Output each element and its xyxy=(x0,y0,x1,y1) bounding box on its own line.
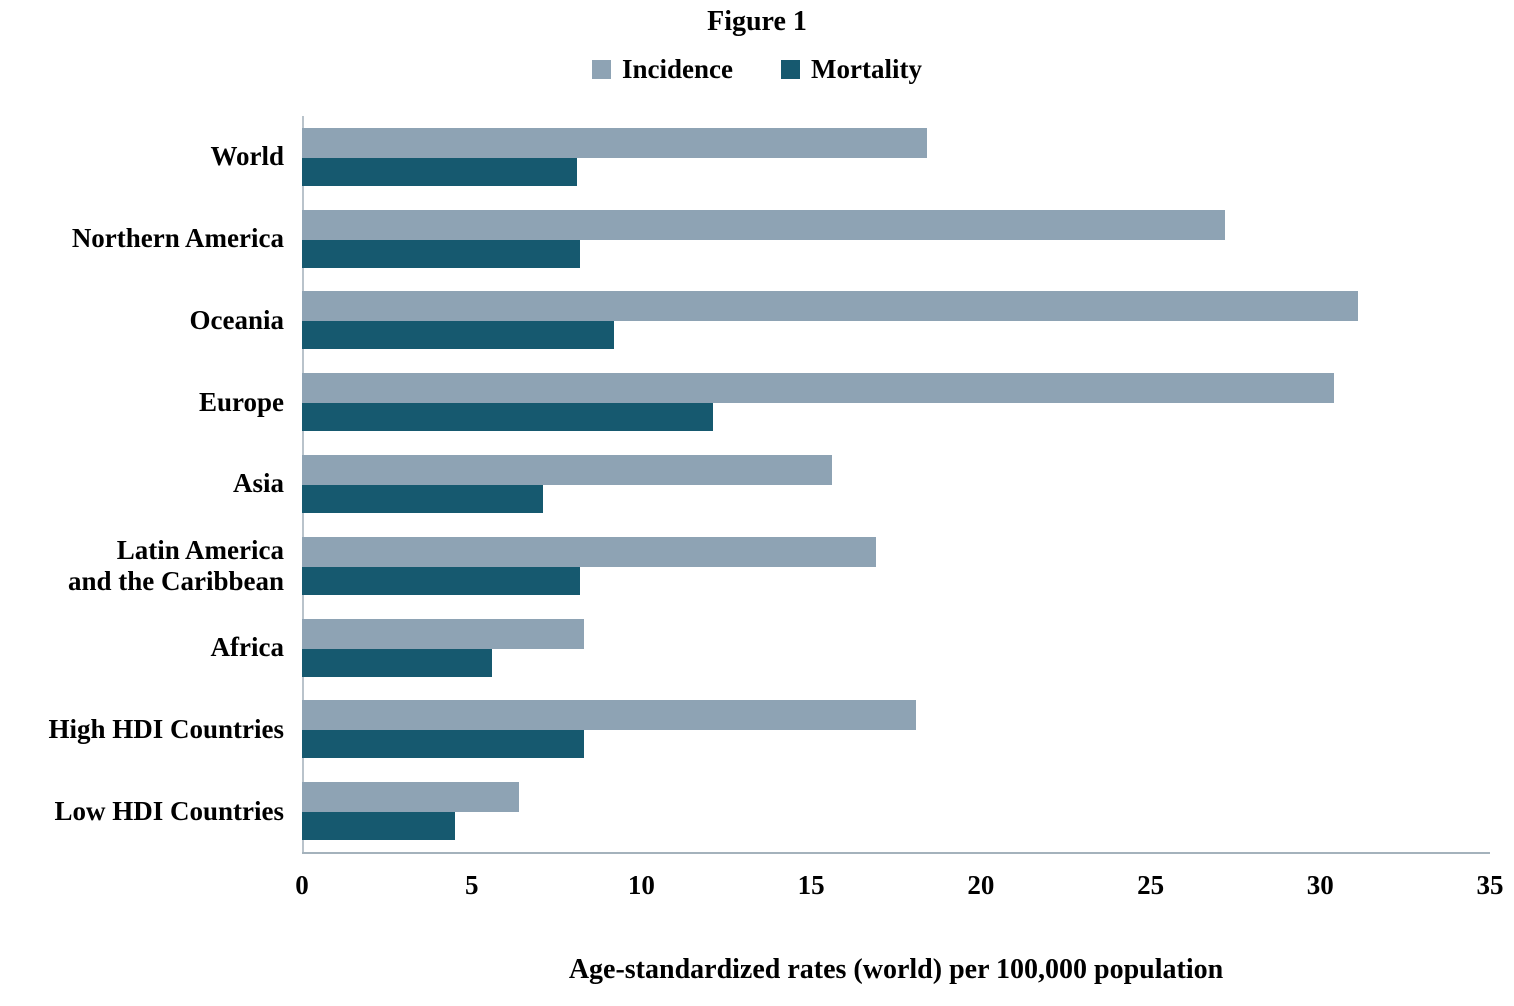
bar-group xyxy=(302,536,1490,595)
category-row: Low HDI Countries xyxy=(0,770,1490,852)
incidence-bar xyxy=(302,209,1226,240)
mortality-bar xyxy=(302,812,455,841)
mortality-bar xyxy=(302,321,615,350)
chart-title: Figure 1 xyxy=(707,6,807,37)
incidence-bar xyxy=(302,782,520,813)
x-tick-label: 10 xyxy=(627,870,655,900)
category-label: Low HDI Countries xyxy=(54,795,284,826)
plot-area: World Northern America Oceania Europe Asia La… xyxy=(0,116,1504,1006)
mortality-bar xyxy=(302,648,493,677)
category-row: High HDI Countries xyxy=(0,688,1490,770)
bar-group xyxy=(302,455,1490,514)
legend-label-incidence: Incidence xyxy=(622,54,734,84)
legend: Incidence Mortality xyxy=(0,54,1514,85)
x-tick-label: 25 xyxy=(1137,870,1165,900)
category-label: World xyxy=(210,141,284,172)
mortality-bar xyxy=(302,485,543,514)
bar-group xyxy=(302,782,1490,841)
incidence-bar xyxy=(302,373,1334,404)
mortality-bar xyxy=(302,566,581,595)
incidence-bar xyxy=(302,536,876,567)
bar-group xyxy=(302,127,1490,186)
legend-label-mortality: Mortality xyxy=(811,54,922,84)
chart-rows: World Northern America Oceania Europe Asia La… xyxy=(0,116,1490,852)
category-label: Asia xyxy=(232,468,284,499)
category-row: Northern America xyxy=(0,198,1490,280)
x-tick-label: 35 xyxy=(1476,870,1504,900)
category-label: Northern America xyxy=(71,223,284,254)
incidence-swatch-icon xyxy=(592,60,612,79)
category-row: Oceania xyxy=(0,280,1490,362)
category-label: Latin America and the Caribbean xyxy=(67,534,284,596)
bar-group xyxy=(302,291,1490,350)
legend-item-incidence: Incidence xyxy=(592,54,733,85)
category-row: Africa xyxy=(0,607,1490,689)
x-axis-title: Age-standardized rates (world) per 100,0… xyxy=(568,954,1224,985)
legend-item-mortality: Mortality xyxy=(781,54,922,85)
mortality-swatch-icon xyxy=(781,60,801,79)
mortality-bar xyxy=(302,239,581,268)
x-tick-label: 0 xyxy=(295,870,309,900)
x-tick-label: 30 xyxy=(1306,870,1334,900)
bar-group xyxy=(302,209,1490,268)
mortality-bar xyxy=(302,157,577,186)
bar-group xyxy=(302,618,1490,677)
category-row: Europe xyxy=(0,361,1490,443)
category-label: Oceania xyxy=(189,304,285,335)
x-tick-label: 15 xyxy=(797,870,825,900)
incidence-bar xyxy=(302,700,917,731)
category-label: Africa xyxy=(210,632,284,663)
category-row: Asia xyxy=(0,443,1490,525)
incidence-bar xyxy=(302,455,832,486)
x-tick-label: 5 xyxy=(464,870,479,900)
category-label: Europe xyxy=(198,386,284,417)
x-tick-label: 20 xyxy=(967,870,995,900)
bar-group xyxy=(302,373,1490,432)
category-row: World xyxy=(0,116,1490,198)
incidence-bar xyxy=(302,618,584,649)
mortality-bar xyxy=(302,730,584,759)
category-row: Latin America and the Caribbean xyxy=(0,525,1490,607)
incidence-bar xyxy=(302,127,927,158)
bar-group xyxy=(302,700,1490,759)
mortality-bar xyxy=(302,403,713,432)
x-axis: 0 5 10 15 20 25 30 35 xyxy=(295,852,1504,914)
category-label: High HDI Countries xyxy=(48,713,284,744)
incidence-bar xyxy=(302,291,1358,322)
